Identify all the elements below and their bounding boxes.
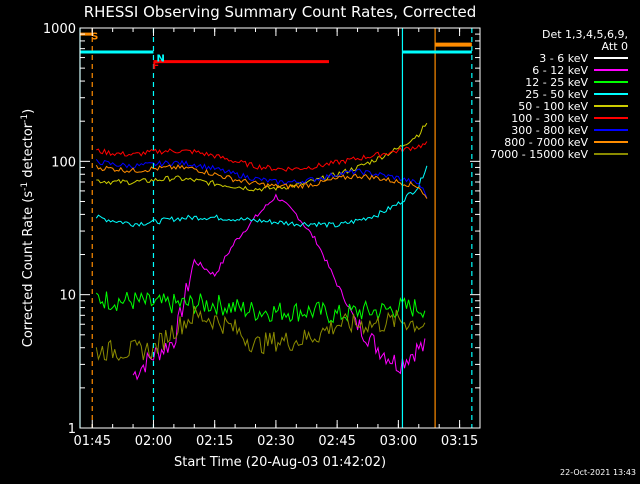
flag-annotation: F [152, 61, 159, 72]
y-axis-label: Corrected Count Rate (s-1 detector-1) [20, 109, 36, 347]
x-tick-label: 02:00 [135, 434, 172, 449]
legend-label: 7000 - 15000 keV [490, 148, 588, 161]
series-line [95, 291, 426, 324]
series-line [96, 141, 428, 172]
legend-header-line2: Att 0 [602, 40, 628, 53]
y-tick-label: 100 [51, 155, 76, 170]
y-label-part1: Corrected Count Rate (s [21, 191, 36, 348]
legend-header-line1: Det 1,3,4,5,6,9, [542, 28, 628, 41]
flag-annotation: S [91, 31, 98, 42]
chart-title: RHESSI Observing Summary Count Rates, Co… [84, 3, 477, 21]
y-label-sup2: -1 [20, 114, 30, 123]
x-axis: 01:45 02:00 02:15 02:30 02:45 03:00 03:15 [74, 28, 481, 449]
legend-label: 25 - 50 keV [525, 88, 588, 101]
y-label-part2: detector [21, 122, 36, 182]
legend-label: 12 - 25 keV [525, 76, 588, 89]
x-tick-label: 02:45 [318, 434, 355, 449]
x-tick-label: 03:00 [380, 434, 417, 449]
x-tick-label: 03:15 [441, 434, 478, 449]
series-line [95, 164, 428, 199]
y-tick-label: 1000 [43, 22, 76, 37]
series-line [96, 122, 428, 192]
legend-label: 300 - 800 keV [511, 124, 588, 137]
series-line [95, 165, 428, 229]
x-tick-label: 02:15 [196, 434, 233, 449]
series-line [132, 193, 426, 381]
x-axis-label: Start Time (20-Aug-03 01:42:02) [174, 455, 386, 470]
y-label-sup1: -1 [20, 182, 30, 191]
footer-timestamp: 22-Oct-2021 13:43 [560, 468, 636, 477]
plot-frame [79, 27, 481, 429]
y-tick-label: 1 [68, 422, 76, 437]
series-line [95, 305, 426, 361]
legend-label: 6 - 12 keV [532, 64, 588, 77]
x-tick-label: 02:30 [257, 434, 294, 449]
legend-label: 3 - 6 keV [539, 52, 588, 65]
y-tick-label: 10 [59, 289, 76, 304]
y-axis: 1 10 100 1000 [43, 22, 480, 437]
legend-label: 50 - 100 keV [518, 100, 588, 113]
x-tick-label: 01:45 [74, 434, 111, 449]
legend-label: 100 - 300 keV [511, 112, 588, 125]
y-label-part3: ) [21, 109, 36, 114]
legend-label: 800 - 7000 keV [504, 136, 588, 149]
flag-annotation: N [156, 54, 164, 65]
series-layer [95, 122, 428, 381]
